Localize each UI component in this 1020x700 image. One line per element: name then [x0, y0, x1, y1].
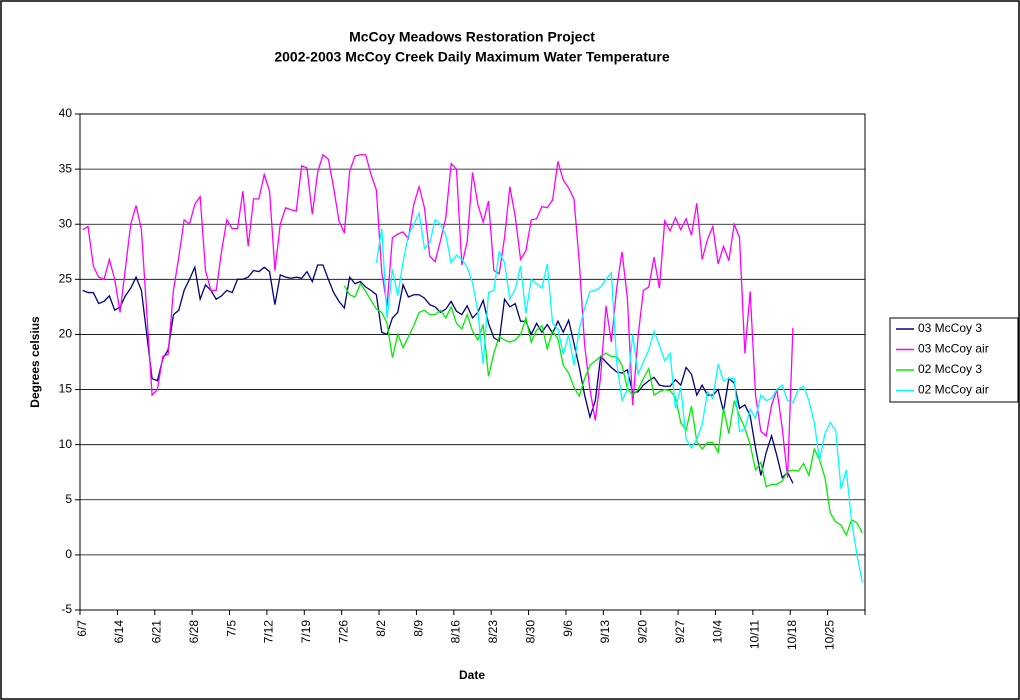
series-line [82, 153, 794, 478]
series-line [82, 264, 794, 484]
x-tick-label: 9/13 [598, 620, 612, 644]
x-tick-label: 8/2 [374, 620, 388, 637]
x-tick-label: 6/14 [112, 620, 126, 644]
x-tick-label: 9/20 [636, 620, 650, 644]
y-axis-label: Degrees celsius [28, 316, 42, 408]
x-tick-label: 8/9 [411, 620, 425, 637]
x-tick-label: 7/5 [224, 620, 238, 637]
x-tick-label: 9/27 [673, 620, 687, 644]
y-tick-label: 10 [59, 437, 73, 451]
x-tick-label: 8/16 [449, 620, 463, 644]
x-tick-label: 10/25 [822, 620, 836, 650]
legend-label: 02 McCoy air [918, 383, 989, 397]
y-tick-label: 25 [59, 272, 73, 286]
y-tick-label: -5 [61, 602, 72, 616]
x-tick-label: 7/26 [337, 620, 351, 644]
plot-area [80, 114, 865, 610]
x-tick-label: 10/4 [710, 620, 724, 644]
legend-box [889, 317, 1019, 403]
chart-title: McCoy Meadows Restoration Project [349, 29, 595, 45]
x-tick-label: 8/30 [523, 620, 537, 644]
chart-subtitle: 2002-2003 McCoy Creek Daily Maximum Wate… [274, 49, 669, 65]
y-tick-label: 40 [59, 106, 73, 120]
legend-label: 03 McCoy 3 [918, 321, 982, 335]
x-axis-label: Date [459, 668, 485, 682]
y-tick-label: 30 [59, 216, 73, 230]
y-tick-label: 35 [59, 161, 73, 175]
y-tick-label: 5 [65, 492, 72, 506]
x-tick-label: 10/11 [748, 620, 762, 649]
x-tick-label: 6/28 [187, 620, 201, 644]
y-tick-label: 0 [65, 547, 72, 561]
x-tick-label: 8/23 [486, 620, 500, 644]
x-tick-label: 7/19 [299, 620, 313, 644]
legend-label: 03 McCoy air [918, 342, 989, 356]
x-tick-label: 6/21 [150, 620, 164, 644]
plot-border [79, 113, 866, 611]
legend-label: 02 McCoy 3 [918, 362, 982, 376]
series-line [343, 282, 863, 537]
x-tick-label: 10/18 [785, 620, 799, 650]
x-tick-label: 7/12 [262, 620, 276, 644]
x-tick-label: 9/6 [561, 620, 575, 637]
x-tick-label: 6/7 [75, 620, 89, 637]
series-line [375, 211, 863, 583]
y-tick-label: 20 [59, 327, 73, 341]
y-tick-label: 15 [59, 382, 73, 396]
